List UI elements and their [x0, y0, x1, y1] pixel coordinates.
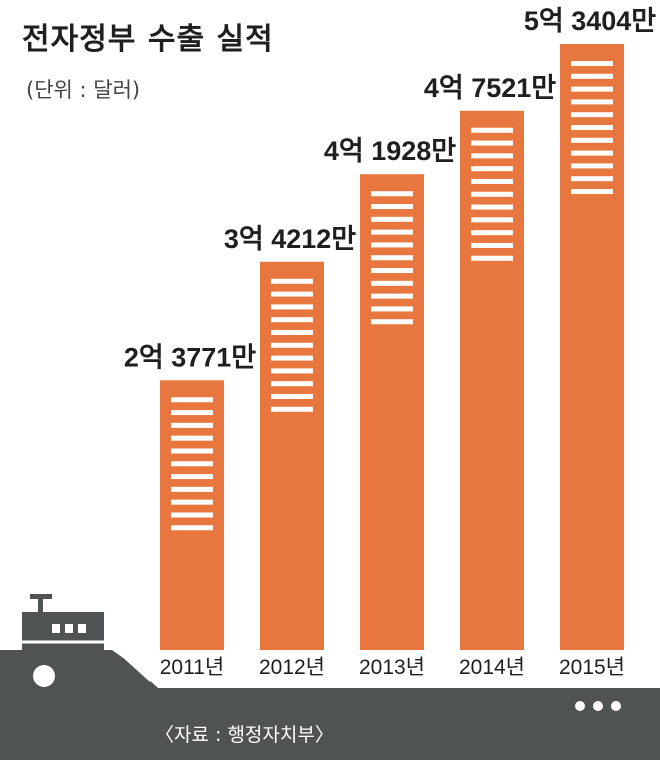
ship-porthole: [33, 665, 55, 687]
bar-stripe: [271, 291, 313, 297]
x-label-box: [252, 650, 332, 682]
bar-stripe: [571, 99, 613, 105]
bar-stripe: [171, 397, 213, 403]
bar-stripe: [171, 474, 213, 480]
x-label-box: [352, 650, 432, 682]
bar-stripe: [371, 242, 413, 248]
cabin-window: [78, 624, 86, 633]
x-label-box: [152, 650, 232, 682]
bar-stripe: [371, 293, 413, 299]
value-label-2: 4억 1928만: [324, 136, 456, 166]
bar-stripe: [171, 486, 213, 492]
bar-stripe: [171, 448, 213, 454]
bar-stripe: [471, 230, 513, 236]
bars-layer: 2억 3771만 3억 4212만 4억 1928만 4억 7521만 5억 3404만: [124, 6, 656, 650]
bar-stripe: [371, 319, 413, 325]
x-label-1: 2012년: [259, 656, 325, 679]
x-label-box: [552, 650, 632, 682]
bar-stripe: [571, 163, 613, 169]
bar-stripe: [271, 381, 313, 387]
bar-stripe: [471, 153, 513, 159]
chart-title: 전자정부 수출 실적: [22, 22, 274, 57]
x-axis-labels: 2011년 2012년 2013년 2014년 2015년: [152, 650, 632, 682]
bar-stripe: [171, 512, 213, 518]
bow-dot: [611, 701, 621, 711]
bar-stripe: [571, 150, 613, 156]
bar-stripe: [471, 217, 513, 223]
bar-stripe: [371, 280, 413, 286]
bar-stripe: [271, 278, 313, 284]
bar-stripe: [371, 255, 413, 261]
bar-4: [560, 44, 624, 650]
bar-stripe: [571, 125, 613, 130]
bar-stripe: [471, 242, 513, 248]
ship-hull: [0, 650, 660, 760]
bar-stripe: [571, 112, 613, 118]
bar-1: [260, 261, 324, 650]
ship-mast: [38, 596, 43, 616]
bar-stripe: [171, 422, 213, 428]
bar-2: [360, 174, 424, 650]
bar-stripe: [471, 166, 513, 172]
bar-stripe: [571, 86, 613, 92]
bar-stripe: [171, 499, 213, 505]
bar-stripe: [171, 525, 213, 531]
bar-stripe: [371, 204, 413, 210]
value-label-0: 2억 3771만: [124, 342, 256, 372]
x-label-0: 2011년: [160, 656, 224, 679]
value-label-3: 4억 7521만: [424, 73, 556, 103]
bow-dot: [593, 701, 603, 711]
bar-stripe: [471, 191, 513, 197]
source-note: 〈자료 : 행정자치부〉: [155, 724, 334, 746]
bar-stripe: [371, 191, 413, 197]
bar-stripe: [571, 189, 613, 194]
cabin-window: [65, 624, 73, 633]
bar-stripe: [271, 317, 313, 323]
bar-stripe: [171, 410, 213, 416]
bar-3: [460, 110, 524, 650]
ship-mast-top: [30, 594, 52, 599]
bow-dot: [575, 701, 585, 711]
bar-stripe: [471, 178, 513, 184]
bar-stripe: [271, 329, 313, 335]
bar-stripe: [571, 61, 613, 66]
bar-stripe: [571, 176, 613, 182]
x-label-3: 2014년: [459, 656, 525, 679]
value-label-1: 3억 4212만: [224, 224, 356, 254]
bar-stripe: [271, 342, 313, 348]
bar-stripe: [271, 406, 313, 412]
bar-stripe: [471, 140, 513, 146]
x-label-box: [452, 650, 532, 682]
value-label-4: 5억 3404만: [524, 6, 656, 36]
x-label-4: 2015년: [559, 656, 625, 679]
bar-stripe: [271, 304, 313, 310]
bar-stripe: [171, 435, 213, 441]
bar-stripe: [571, 73, 613, 79]
bar-stripe: [471, 127, 513, 133]
cabin-window: [52, 624, 60, 633]
bar-stripe: [371, 216, 413, 222]
x-label-2: 2013년: [359, 656, 425, 679]
bar-stripe: [371, 229, 413, 235]
bar-stripe: [271, 393, 313, 399]
bar-stripe: [371, 306, 413, 312]
unit-note: (단위 : 달러): [26, 78, 141, 102]
bar-stripe: [171, 461, 213, 467]
bar-stripe: [271, 368, 313, 374]
bar-stripe: [271, 355, 313, 361]
bar-stripe: [471, 255, 513, 261]
bar-stripe: [571, 137, 613, 143]
bar-stripe: [371, 268, 413, 274]
bar-stripe: [471, 204, 513, 210]
